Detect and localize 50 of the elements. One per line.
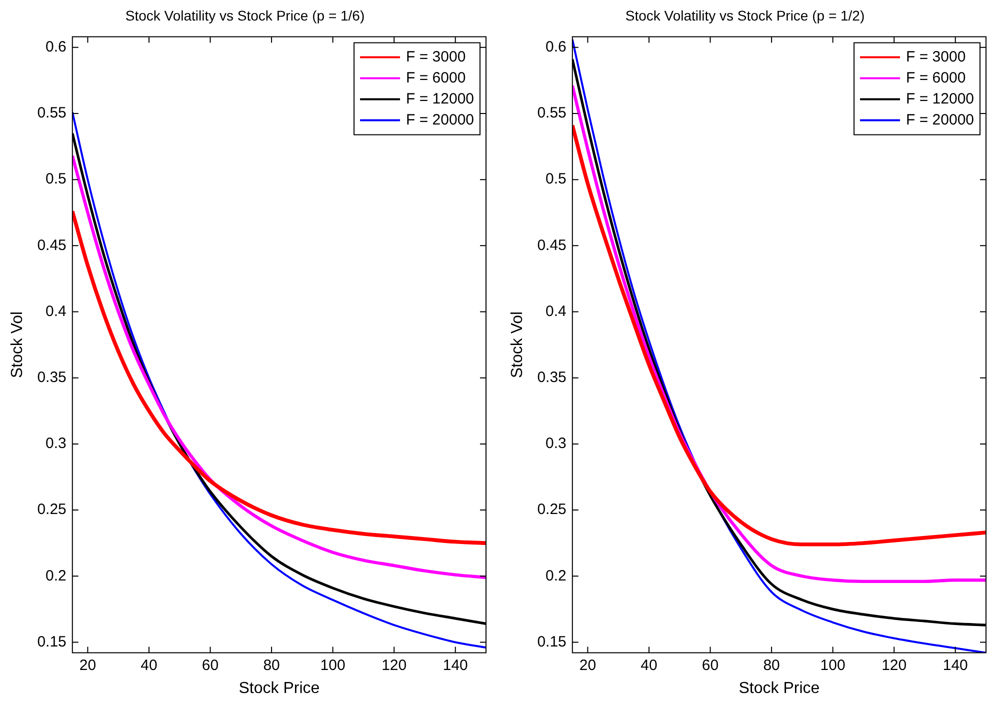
legend-label: F = 12000 xyxy=(406,90,474,108)
x-tick-label: 120 xyxy=(382,656,407,674)
y-tick-label: 0.35 xyxy=(37,368,66,386)
y-tick-label: 0.4 xyxy=(46,302,66,320)
y-tick-label: 0.35 xyxy=(537,368,566,386)
legend-label: F = 6000 xyxy=(406,69,466,86)
x-tick-label: 120 xyxy=(882,656,907,674)
x-tick-label: 40 xyxy=(140,656,158,674)
chart-title: Stock Volatility vs Stock Price (p = 1/6) xyxy=(125,7,365,24)
y-tick-label: 0.5 xyxy=(546,170,566,188)
x-tick-label: 20 xyxy=(79,656,96,674)
x-tick-label: 20 xyxy=(579,656,596,674)
legend-label: F = 3000 xyxy=(906,48,966,66)
y-tick-label: 0.15 xyxy=(37,633,66,650)
y-tick-label: 0.2 xyxy=(546,567,566,584)
x-tick-label: 80 xyxy=(763,656,780,674)
y-tick-label: 0.45 xyxy=(37,236,66,254)
x-axis-title: Stock Price xyxy=(238,680,320,697)
legend-label: F = 3000 xyxy=(406,48,466,66)
legend-label: F = 20000 xyxy=(906,111,974,128)
y-tick-label: 0.2 xyxy=(46,567,66,584)
x-tick-label: 100 xyxy=(320,656,346,674)
y-tick-label: 0.25 xyxy=(37,501,66,518)
x-tick-label: 60 xyxy=(702,656,719,674)
legend-label: F = 12000 xyxy=(906,90,974,108)
y-axis-title: Stock Vol xyxy=(9,311,26,378)
y-tick-label: 0.55 xyxy=(37,104,66,122)
y-tick-label: 0.5 xyxy=(46,170,66,188)
y-tick-label: 0.45 xyxy=(537,236,566,254)
y-tick-label: 0.3 xyxy=(46,435,66,452)
y-axis-title: Stock Vol xyxy=(509,311,526,378)
y-tick-label: 0.55 xyxy=(537,104,566,122)
y-tick-label: 0.6 xyxy=(46,38,66,56)
x-tick-label: 80 xyxy=(263,656,280,674)
x-tick-label: 140 xyxy=(942,656,968,674)
x-tick-label: 40 xyxy=(640,656,658,674)
legend-label: F = 20000 xyxy=(406,111,474,128)
x-axis-title: Stock Price xyxy=(738,680,820,697)
line-series xyxy=(72,209,486,545)
x-tick-label: 140 xyxy=(442,656,468,674)
y-tick-label: 0.4 xyxy=(546,302,566,320)
x-tick-label: 100 xyxy=(820,656,846,674)
legend-label: F = 6000 xyxy=(906,69,966,86)
line-series xyxy=(572,123,986,546)
x-tick-label: 60 xyxy=(202,656,219,674)
y-tick-label: 0.15 xyxy=(537,633,566,650)
chart-title: Stock Volatility vs Stock Price (p = 1/2) xyxy=(625,7,865,24)
y-tick-label: 0.6 xyxy=(546,38,566,56)
y-tick-label: 0.3 xyxy=(546,435,566,452)
y-tick-label: 0.25 xyxy=(537,501,566,518)
